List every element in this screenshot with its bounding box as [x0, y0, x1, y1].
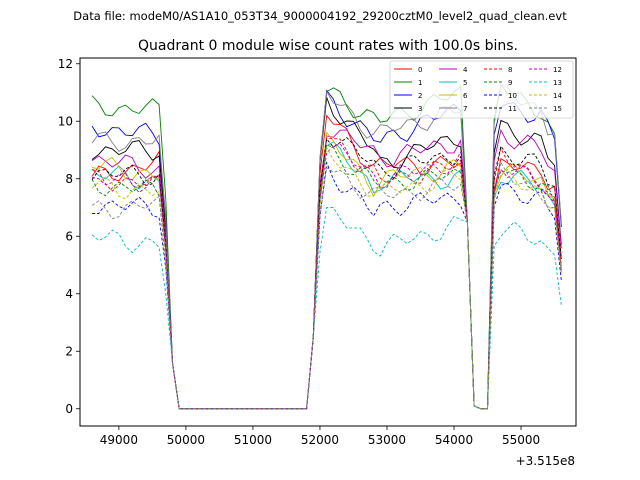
- x-tick-label: 54000: [435, 433, 473, 447]
- y-tick-label: 8: [65, 172, 73, 186]
- legend-label-11: 11: [508, 105, 517, 113]
- legend-label-15: 15: [553, 105, 562, 113]
- y-tick-label: 10: [58, 114, 73, 128]
- chart-title: Quadrant 0 module wise count rates with …: [138, 38, 518, 54]
- x-tick-label: 55000: [502, 433, 540, 447]
- plot-area: 49000 50000 51000 52000 53000 54000 55000 0 2 4 6…: [58, 57, 577, 468]
- x-tick-label: 50000: [167, 433, 205, 447]
- legend-label-12: 12: [553, 66, 562, 74]
- legend-label-3: 3: [418, 105, 422, 113]
- legend-label-7: 7: [463, 105, 467, 113]
- y-tick-label: 2: [65, 344, 73, 358]
- legend-label-14: 14: [553, 92, 562, 100]
- x-tick-label: 49000: [100, 433, 138, 447]
- x-tick-label: 52000: [301, 433, 339, 447]
- legend-label-0: 0: [418, 66, 422, 74]
- legend-label-5: 5: [463, 79, 467, 87]
- legend-label-6: 6: [463, 92, 468, 100]
- series-line-14: [91, 145, 562, 410]
- x-offset-label: +3.515e8: [516, 454, 575, 468]
- y-tick-label: 6: [65, 229, 73, 243]
- y-tick-label: 0: [65, 402, 73, 416]
- y-tick-label: 4: [65, 287, 73, 301]
- y-axis: 0 2 4 6 8 10 12: [58, 57, 80, 416]
- legend-label-4: 4: [463, 66, 468, 74]
- y-tick-label: 12: [58, 57, 73, 71]
- series-line-15: [91, 161, 562, 410]
- series-layer: [91, 83, 562, 410]
- legend-label-8: 8: [508, 66, 512, 74]
- x-axis: 49000 50000 51000 52000 53000 54000 55000: [100, 426, 540, 447]
- legend-label-9: 9: [508, 79, 512, 87]
- suptitle: Data file: modeM0/AS1A10_053T34_90000041…: [73, 9, 567, 23]
- legend-box: [389, 60, 574, 119]
- legend-label-10: 10: [508, 92, 517, 100]
- x-tick-label: 53000: [368, 433, 406, 447]
- x-tick-label: 51000: [234, 433, 272, 447]
- legend-label-1: 1: [418, 79, 422, 87]
- legend-label-2: 2: [418, 92, 422, 100]
- legend-label-13: 13: [553, 79, 562, 87]
